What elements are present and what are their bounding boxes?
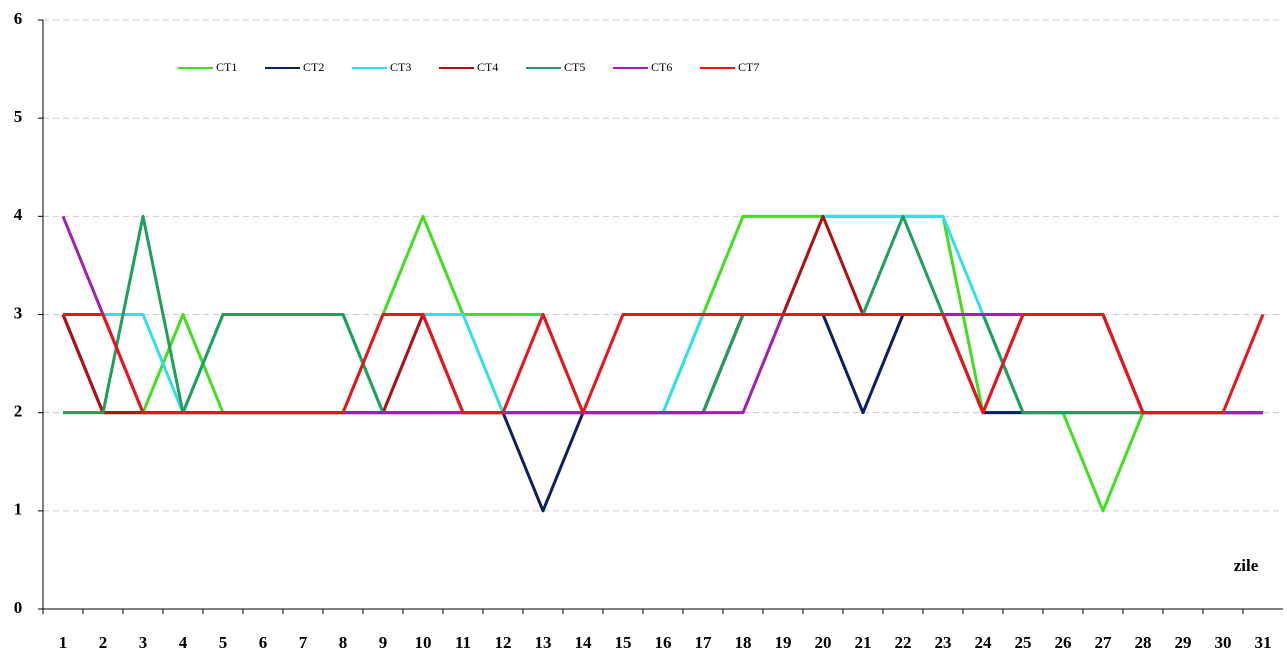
x-tick-label: 22 bbox=[895, 633, 912, 652]
x-tick-label: 18 bbox=[735, 633, 752, 652]
x-tick-label: 17 bbox=[695, 633, 713, 652]
x-axis-label: zile bbox=[1234, 556, 1259, 575]
y-tick-label: 4 bbox=[14, 205, 23, 224]
x-tick-label: 29 bbox=[1175, 633, 1192, 652]
x-tick-label: 1 bbox=[59, 633, 68, 652]
x-tick-label: 24 bbox=[975, 633, 993, 652]
x-tick-label: 27 bbox=[1095, 633, 1113, 652]
x-tick-label: 4 bbox=[179, 633, 188, 652]
x-tick-label: 8 bbox=[339, 633, 348, 652]
x-tick-label: 16 bbox=[655, 633, 672, 652]
data-line bbox=[63, 313, 1265, 415]
x-tick-label: 7 bbox=[299, 633, 308, 652]
y-tick-label: 5 bbox=[14, 107, 23, 126]
legend-label: CT7 bbox=[738, 60, 759, 74]
x-tick-label: 19 bbox=[775, 633, 792, 652]
legend-label: CT6 bbox=[651, 60, 672, 74]
y-tick-label: 1 bbox=[14, 500, 23, 519]
legend-label: CT3 bbox=[390, 60, 411, 74]
x-tick-label: 30 bbox=[1215, 633, 1232, 652]
y-tick-label: 0 bbox=[14, 598, 23, 617]
data-line bbox=[63, 214, 1263, 513]
x-tick-label: 3 bbox=[139, 633, 148, 652]
y-tick-label: 2 bbox=[14, 402, 23, 421]
legend-label: CT4 bbox=[477, 60, 498, 74]
x-tick-label: 9 bbox=[379, 633, 388, 652]
x-tick-label: 6 bbox=[259, 633, 268, 652]
x-tick-label: 11 bbox=[455, 633, 471, 652]
x-tick-label: 23 bbox=[935, 633, 952, 652]
x-tick-label: 31 bbox=[1255, 633, 1272, 652]
y-tick-label: 3 bbox=[14, 303, 23, 322]
x-tick-label: 5 bbox=[219, 633, 228, 652]
legend-label: CT1 bbox=[216, 60, 237, 74]
x-tick-label: 2 bbox=[99, 633, 108, 652]
x-tick-label: 10 bbox=[415, 633, 432, 652]
x-tick-label: 15 bbox=[615, 633, 632, 652]
x-tick-label: 12 bbox=[495, 633, 512, 652]
x-tick-label: 26 bbox=[1055, 633, 1072, 652]
x-tick-label: 20 bbox=[815, 633, 832, 652]
x-tick-label: 25 bbox=[1015, 633, 1032, 652]
x-tick-label: 28 bbox=[1135, 633, 1152, 652]
x-tick-label: 14 bbox=[575, 633, 593, 652]
legend-label: CT2 bbox=[303, 60, 324, 74]
y-tick-label: 6 bbox=[14, 9, 23, 28]
legend-label: CT5 bbox=[564, 60, 585, 74]
x-tick-label: 13 bbox=[535, 633, 552, 652]
x-tick-label: 21 bbox=[855, 633, 872, 652]
